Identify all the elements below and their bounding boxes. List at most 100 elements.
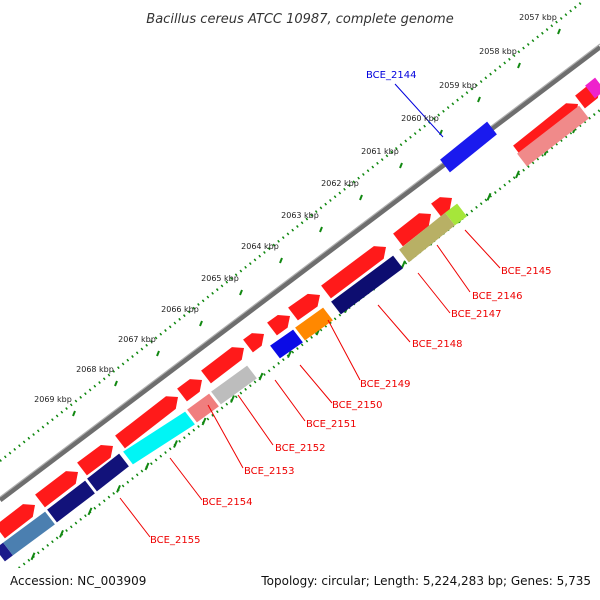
scale-label: 2063 kbp — [281, 211, 319, 220]
scale-labels: 2057 kbp 2058 kbp 2059 kbp 2060 kbp 2061 kbp… — [34, 13, 557, 404]
gene-forward — [0, 504, 35, 539]
gene-feature — [331, 255, 403, 315]
gene-forward — [288, 293, 320, 321]
gene-feature — [270, 329, 303, 359]
gene-feature — [211, 365, 257, 405]
gene-feature — [440, 121, 497, 173]
label-leader — [274, 379, 306, 422]
outer-tick — [359, 194, 363, 201]
label-leader — [464, 229, 501, 269]
gene-label: BCE_2155 — [150, 535, 200, 546]
inner-tick — [144, 462, 150, 471]
gene-feature — [517, 105, 589, 167]
inner-tick — [515, 170, 520, 179]
label-leader — [119, 497, 151, 538]
backbone-highlight — [0, 43, 600, 498]
gene-feature — [47, 480, 95, 523]
outer-tick — [279, 257, 283, 264]
gene-forward — [321, 246, 386, 299]
scale-label: 2059 kbp — [439, 81, 477, 90]
gene-label: BCE_2149 — [360, 379, 410, 390]
label-leader — [299, 364, 333, 404]
gene-feature — [445, 203, 467, 226]
label-leader — [394, 83, 444, 138]
label-leader — [327, 319, 361, 381]
gene-label: BCE_2153 — [244, 466, 294, 477]
gene-label: BCE_2150 — [332, 400, 382, 411]
scale-label: 2067 kbp — [118, 335, 156, 344]
accession-text: Accession: NC_003909 — [10, 574, 146, 588]
scale-label: 2068 kbp — [76, 365, 114, 374]
gene-feature — [585, 77, 600, 99]
gene-label: BCE_2154 — [202, 497, 252, 508]
inner-scale-ring — [17, 109, 600, 568]
gene-label: BCE_2144 — [366, 70, 416, 81]
scale-label: 2060 kbp — [401, 114, 439, 123]
inner-tick — [401, 260, 406, 269]
outer-tick — [557, 28, 561, 35]
inner-tick — [287, 350, 292, 358]
inner-tick — [486, 192, 492, 201]
label-leader — [207, 404, 244, 469]
scale-label: 2069 kbp — [34, 395, 72, 404]
inner-tick — [258, 372, 264, 381]
gene-forward — [177, 379, 202, 402]
genome-summary-text: Topology: circular; Length: 5,224,283 bp… — [260, 574, 591, 588]
map-title: Bacillus cereus ATCC 10987, complete gen… — [146, 12, 453, 27]
gene-forward — [393, 213, 431, 247]
scale-label: 2057 kbp — [519, 13, 557, 22]
gene-feature — [399, 212, 455, 263]
gene-feature — [187, 393, 219, 423]
outer-tick — [199, 320, 203, 327]
label-leader — [417, 272, 451, 314]
inner-tick — [3, 575, 6, 582]
inner-tick — [59, 529, 64, 538]
scale-label: 2064 kbp — [241, 242, 279, 251]
outer-tick — [477, 96, 481, 103]
gene-forward — [115, 396, 178, 449]
gene-features — [0, 77, 600, 562]
gene-feature — [3, 511, 55, 556]
gene-feature — [295, 307, 333, 341]
outer-tick — [319, 226, 323, 233]
inner-tick — [30, 552, 36, 561]
genome-backbone — [0, 45, 600, 502]
gene-feature — [0, 542, 13, 562]
gene-label: BCE_2151 — [306, 419, 356, 430]
gene-label: BCE_2145 — [501, 266, 551, 277]
outer-scale-ring — [0, 1, 583, 462]
outer-major-ticks — [72, 28, 561, 417]
outer-tick — [156, 350, 160, 357]
label-leader — [169, 457, 203, 501]
scale-label: 2065 kbp — [201, 274, 239, 283]
scale-label: 2058 kbp — [479, 47, 517, 56]
gene-feature — [123, 411, 195, 465]
outer-tick — [517, 62, 521, 69]
outer-tick — [239, 289, 243, 296]
label-leader — [377, 304, 411, 343]
gene-forward — [267, 314, 290, 336]
gene-forward — [243, 333, 264, 353]
gene-label: BCE_2148 — [412, 339, 462, 350]
label-leader — [436, 244, 471, 293]
gene-label: BCE_2146 — [472, 291, 522, 302]
outer-tick — [114, 380, 118, 387]
outer-tick — [72, 410, 76, 417]
gene-feature — [87, 453, 129, 492]
scale-label: 2061 kbp — [361, 147, 399, 156]
inner-tick — [201, 417, 207, 426]
label-leader — [237, 394, 274, 446]
gene-forward — [77, 445, 113, 476]
inner-tick — [87, 507, 93, 516]
gene-label: BCE_2147 — [451, 309, 501, 320]
inner-tick — [173, 440, 178, 448]
scale-label: 2062 kbp — [321, 179, 359, 188]
gene-labels: BCE_2144 BCE_2145 BCE_2146 BCE_2147 BCE_2148… — [150, 70, 551, 546]
inner-tick — [116, 485, 121, 493]
scale-label: 2066 kbp — [161, 305, 199, 314]
label-leaders — [119, 83, 501, 538]
gene-label: BCE_2152 — [275, 443, 325, 454]
inner-tick — [230, 395, 235, 403]
gene-forward — [35, 471, 78, 508]
